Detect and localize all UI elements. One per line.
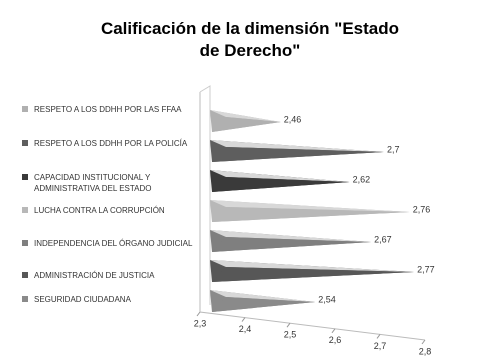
x-tick-label: 2,6 — [329, 335, 342, 345]
value-label: 2,62 — [353, 174, 371, 184]
bar-face — [212, 117, 281, 132]
bar — [210, 200, 410, 222]
legend-entry: ADMINISTRACIÓN DE JUSTICIA — [22, 270, 209, 281]
legend-swatch — [22, 240, 28, 246]
bar — [210, 140, 384, 162]
bar-face — [212, 147, 384, 162]
tick-mark — [241, 317, 246, 322]
value-label: 2,7 — [387, 144, 400, 154]
bar-face — [212, 297, 316, 312]
bar-face — [210, 290, 316, 302]
tick-mark — [376, 334, 381, 339]
legend-entry: RESPETO A LOS DDHH POR LAS FFAA — [22, 104, 209, 115]
chart-title: Calificación de la dimensión "Estado de … — [100, 19, 400, 60]
bar-face — [210, 230, 372, 242]
legend-label: SEGURIDAD CIUDADANA — [34, 295, 131, 304]
value-label: 2,46 — [284, 114, 302, 124]
legend-swatch — [22, 174, 28, 180]
bar-face — [210, 170, 350, 182]
legend-label: INDEPENDENCIA DEL ÓRGANO JUDICIAL — [34, 239, 193, 248]
legend-swatch — [22, 140, 28, 146]
bar — [210, 110, 281, 132]
legend-label: LUCHA CONTRA LA CORRUPCIÓN — [34, 206, 165, 215]
x-tick-label: 2,8 — [419, 346, 432, 356]
legend-entry: CAPACIDAD INSTITUCIONAL Y ADMINISTRATIVA… — [22, 172, 209, 194]
bar-face — [212, 237, 372, 252]
tick-mark — [331, 328, 336, 334]
back-wall — [199, 85, 211, 305]
legend-entry: RESPETO A LOS DDHH POR LA POLICÍA — [22, 138, 209, 149]
bar-face — [212, 207, 410, 222]
bar — [210, 230, 372, 252]
tick-mark — [421, 339, 426, 345]
bar-face — [212, 177, 350, 192]
bar — [210, 260, 415, 282]
legend-swatch — [22, 207, 28, 213]
legend-label: RESPETO A LOS DDHH POR LAS FFAA — [34, 105, 182, 114]
legend-swatch — [22, 272, 28, 278]
value-label: 2,76 — [413, 204, 431, 214]
legend-entry: LUCHA CONTRA LA CORRUPCIÓN — [22, 205, 209, 216]
value-label: 2,67 — [374, 234, 392, 244]
x-tick-label: 2,3 — [194, 318, 207, 328]
bar-face — [210, 110, 281, 122]
legend-entry: SEGURIDAD CIUDADANA — [22, 294, 209, 305]
legend-label: RESPETO A LOS DDHH POR LA POLICÍA — [34, 139, 188, 148]
x-tick-label: 2,5 — [284, 330, 297, 340]
x-tick-label: 2,7 — [374, 341, 387, 351]
tick-mark — [196, 311, 201, 317]
legend-entry: INDEPENDENCIA DEL ÓRGANO JUDICIAL — [22, 238, 209, 249]
value-label: 2,77 — [417, 264, 435, 274]
bar-face — [212, 267, 415, 282]
legend-label: CAPACIDAD INSTITUCIONAL Y ADMINISTRATIVA… — [34, 173, 152, 193]
bar — [210, 290, 316, 312]
bar-face — [210, 140, 384, 152]
bar-face — [210, 260, 415, 272]
bar — [210, 170, 350, 192]
x-tick-label: 2,4 — [239, 324, 252, 334]
legend-swatch — [22, 296, 28, 302]
value-label: 2,54 — [318, 294, 336, 304]
legend-label: ADMINISTRACIÓN DE JUSTICIA — [34, 271, 155, 280]
bar-face — [210, 200, 410, 212]
legend-swatch — [22, 106, 28, 112]
tick-mark — [286, 322, 291, 328]
